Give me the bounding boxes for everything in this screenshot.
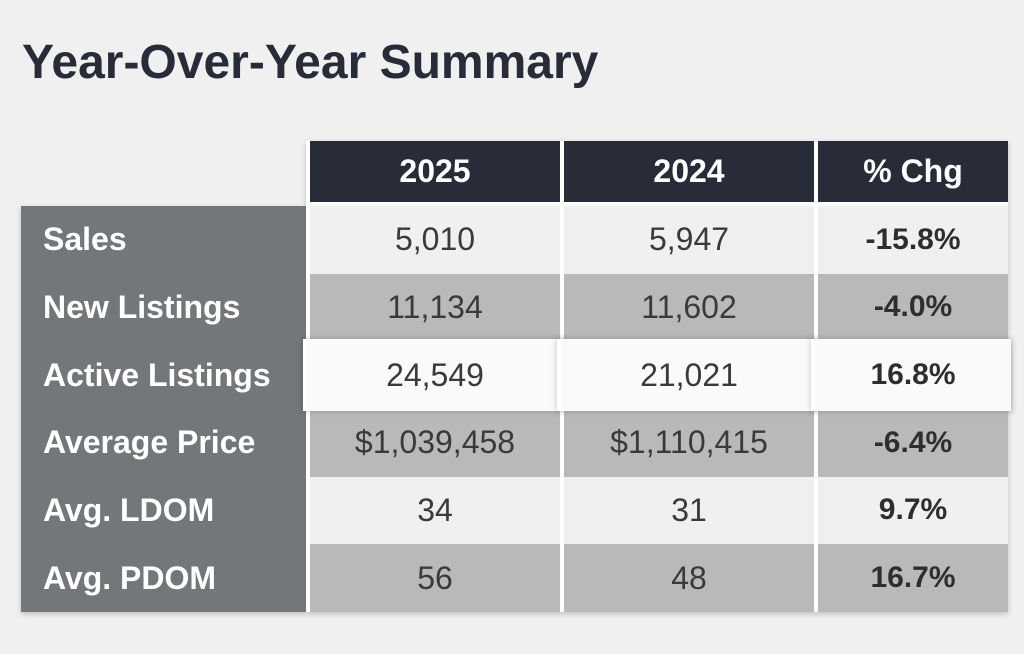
page-title: Year-Over-Year Summary bbox=[22, 36, 599, 89]
value-cell-average-price-2025: $1,039,458 bbox=[306, 408, 560, 477]
value-cell-avg-ldom-2024: 31 bbox=[560, 476, 814, 545]
value-cell-active-listings-2025: 24,549 bbox=[303, 339, 563, 411]
pct-change-cell-avg-ldom: 9.7% bbox=[814, 476, 1008, 545]
header-cell-2025: 2025 bbox=[306, 141, 560, 206]
row-label-active-listings: Active Listings bbox=[21, 341, 306, 409]
pct-change-cell-average-price: -6.4% bbox=[814, 408, 1008, 477]
value-cell-new-listings-2025: 11,134 bbox=[306, 273, 560, 342]
value-cell-new-listings-2024: 11,602 bbox=[560, 273, 814, 342]
row-label-avg-pdom: Avg. PDOM bbox=[21, 544, 306, 612]
row-label-new-listings: New Listings bbox=[21, 273, 306, 342]
row-label-sales: Sales bbox=[21, 206, 306, 274]
pct-change-cell-new-listings: -4.0% bbox=[814, 273, 1008, 342]
pct-change-cell-active-listings: 16.8% bbox=[811, 339, 1011, 411]
yoy-summary-table: 2025 2024 % Chg Sales 5,010 5,947 -15.8%… bbox=[21, 141, 1011, 612]
header-cell-2024: 2024 bbox=[560, 141, 814, 206]
value-cell-sales-2025: 5,010 bbox=[306, 206, 560, 274]
table-corner-spacer bbox=[21, 141, 306, 206]
row-label-avg-ldom: Avg. LDOM bbox=[21, 476, 306, 545]
value-cell-avg-ldom-2025: 34 bbox=[306, 476, 560, 545]
pct-change-cell-sales: -15.8% bbox=[814, 206, 1008, 274]
row-label-average-price: Average Price bbox=[21, 408, 306, 477]
value-cell-avg-pdom-2024: 48 bbox=[560, 544, 814, 612]
header-cell-pct-chg: % Chg bbox=[814, 141, 1008, 206]
value-cell-average-price-2024: $1,110,415 bbox=[560, 408, 814, 477]
value-cell-sales-2024: 5,947 bbox=[560, 206, 814, 274]
value-cell-active-listings-2024: 21,021 bbox=[557, 339, 817, 411]
value-cell-avg-pdom-2025: 56 bbox=[306, 544, 560, 612]
pct-change-cell-avg-pdom: 16.7% bbox=[814, 544, 1008, 612]
